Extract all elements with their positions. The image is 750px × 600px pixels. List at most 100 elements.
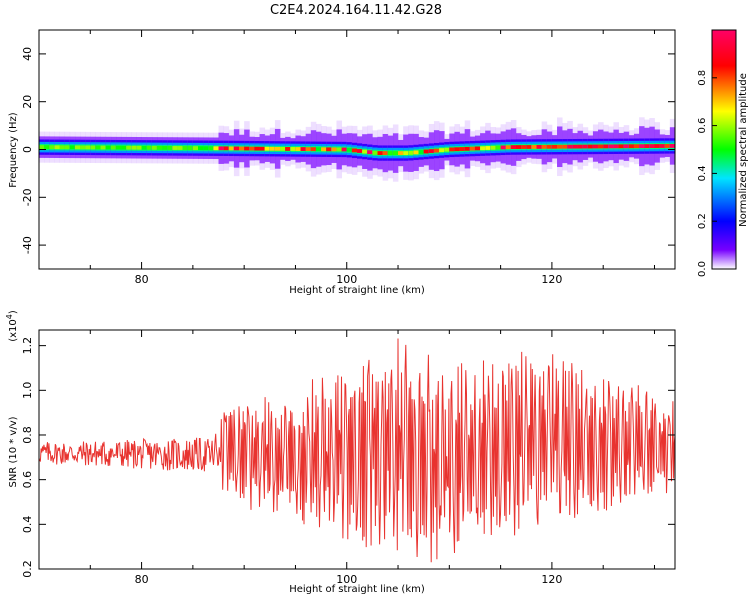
spectrogram-cell [649, 144, 655, 148]
spectrogram-cell [182, 146, 189, 150]
spectrogram-cell [244, 146, 250, 151]
spectrogram-cell [433, 148, 440, 153]
spectrogram-cell [613, 144, 619, 149]
snr-marks [39, 338, 675, 563]
spectrogram-cell [562, 144, 568, 149]
spectrogram-cell [315, 147, 322, 152]
colorbar-ticks: 0.0 0.2 0.4 0.6 0.8 [697, 70, 717, 277]
spectrogram-cell [464, 146, 471, 151]
spectrogram-cell [146, 145, 153, 150]
spectrogram-y-tick-label: -20 [21, 188, 34, 206]
colorbar-tick-label: 0.4 [697, 165, 708, 181]
spectrogram-cell [659, 144, 666, 148]
spectrogram-cell [69, 145, 76, 150]
spectrogram-cell [480, 146, 486, 151]
spectrogram-cell [485, 146, 491, 150]
spectrogram-panel: 80 100 120 -40 -20 0 20 40 Height of straight l… [8, 29, 676, 296]
snr-y-tick-label: 0.6 [21, 471, 34, 489]
spectrogram-y-tick-label: 0 [21, 146, 34, 153]
spectrogram-cell [577, 144, 584, 149]
spectrogram-cell [249, 146, 255, 151]
spectrogram-cell [469, 146, 476, 151]
spectrogram-y-tick-label: 20 [21, 95, 34, 109]
spectrogram-cell [310, 147, 317, 152]
snr-x-tick-label: 80 [135, 573, 149, 586]
snr-y-tick-label: 0.8 [21, 426, 34, 444]
spectrogram-cell [449, 147, 455, 152]
colorbar-label: Normalized spectral amplitude [738, 73, 749, 227]
spectrogram-cell [474, 146, 481, 151]
spectrogram-cell [444, 147, 450, 152]
snr-panel: 80 100 120 0.2 0.4 0.6 0.8 1.0 1.2 Height of str… [5, 310, 676, 595]
colorbar-tick-label: 0.6 [697, 118, 708, 134]
colorbar: 0.0 0.2 0.4 0.6 0.8 Normalized spectral ampl… [697, 29, 749, 277]
spectrogram-cell [49, 145, 55, 150]
colorbar-tick-label: 0.8 [697, 70, 708, 86]
spectrogram-cell [428, 149, 435, 153]
spectrogram-cell [126, 145, 132, 150]
spectrogram-cell [290, 147, 296, 151]
spectrogram-cell [459, 147, 466, 151]
spectrogram-cell [331, 147, 337, 152]
spectrogram-cell [654, 144, 661, 148]
spectrogram-cell [136, 145, 142, 150]
spectrogram-cell [351, 148, 358, 153]
snr-y-tick-label: 0.4 [21, 516, 34, 534]
spectrogram-x-tick-label: 100 [336, 273, 357, 286]
spectrogram-cell [536, 144, 543, 149]
spectrogram-cell [587, 144, 594, 149]
spectrogram-cell [628, 144, 635, 149]
spectrogram-cell [131, 145, 137, 150]
spectrogram-cell [208, 146, 214, 151]
spectrogram-cell [392, 151, 399, 155]
spectrogram-cell [269, 146, 276, 151]
spectrogram-marks [39, 117, 675, 182]
spectrogram-cell [141, 145, 148, 150]
snr-frame [38, 329, 676, 570]
spectrogram-cell [162, 146, 168, 150]
spectrogram-cell [618, 144, 625, 149]
spectrogram-cell [490, 145, 496, 150]
spectrogram-cell [669, 144, 675, 148]
spectrogram-cell [387, 151, 394, 155]
colorbar-tick-label: 0.2 [697, 213, 708, 229]
spectrogram-cell [100, 145, 107, 150]
spectrogram-cell [603, 144, 609, 149]
spectrogram-x-tick-label: 80 [135, 273, 149, 286]
snr-ticks: 80 100 120 0.2 0.4 0.6 0.8 1.0 1.2 [21, 330, 675, 586]
spectrogram-cell [203, 146, 209, 151]
spectrogram-cell [295, 147, 301, 151]
spectrogram-cell [495, 145, 502, 150]
spectrogram-cell [321, 147, 327, 152]
spectrogram-cell [546, 144, 553, 149]
snr-x-axis-label: Height of straight line (km) [289, 584, 425, 595]
spectrogram-cell [233, 146, 240, 151]
spectrogram-cell [598, 144, 604, 149]
chart-title: C2E4.2024.164.11.42.G28 [270, 3, 442, 18]
snr-y-axis-label: SNR (10 * v/v) [8, 416, 19, 487]
spectrogram-cell [64, 145, 71, 150]
spectrogram-cell [551, 144, 558, 149]
snr-y-tick-label: 1.2 [21, 337, 34, 355]
spectrogram-cell [187, 146, 194, 151]
spectrogram-cell [608, 144, 614, 149]
colorbar-gradient [711, 29, 737, 270]
spectrogram-cell [115, 145, 122, 150]
colorbar-tick-label: 0.0 [697, 261, 708, 277]
spectrogram-cell [341, 147, 348, 152]
spectrogram-cell [85, 145, 91, 150]
spectrogram-x-axis-label: Height of straight line (km) [289, 285, 425, 296]
spectrogram-cell [54, 145, 60, 150]
spectrogram-cell [582, 144, 589, 149]
snr-y-tick-label: 1.0 [21, 382, 34, 400]
spectrogram-cell [300, 147, 307, 151]
spectrogram-cell [567, 144, 573, 149]
spectrogram-cell [74, 145, 81, 150]
spectrogram-cell [357, 149, 363, 153]
spectrogram-cell [239, 146, 245, 151]
spectrogram-cell [413, 150, 419, 155]
spectrogram-cell [336, 147, 343, 152]
snr-x-tick-label: 100 [336, 573, 357, 586]
spectrogram-cell [521, 145, 527, 149]
